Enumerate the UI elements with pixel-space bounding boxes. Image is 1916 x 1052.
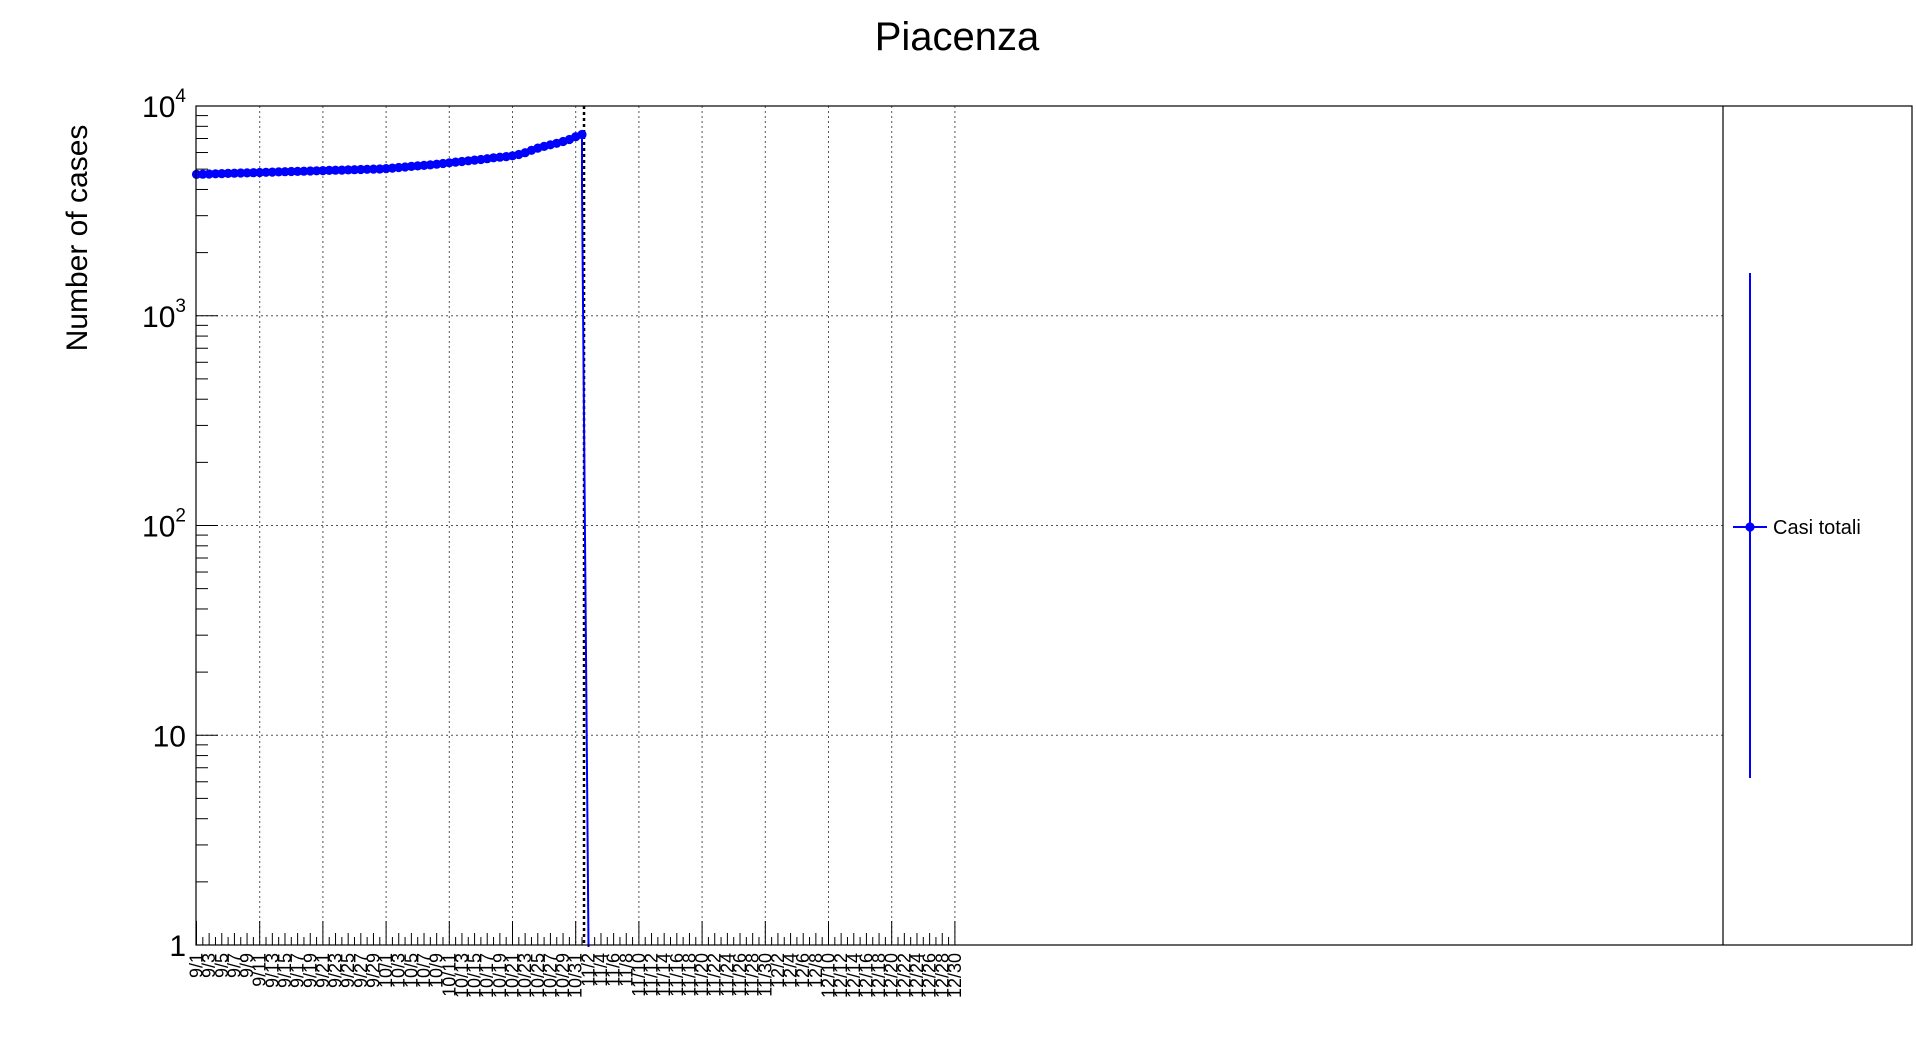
grid	[196, 106, 1723, 945]
x-tick-label: 9/25	[338, 953, 358, 988]
x-tick-label: 12/4	[781, 953, 801, 988]
x-tick-label: 9/27	[351, 953, 371, 988]
x-tick-label: 10/11	[439, 953, 459, 997]
x-tick-label: 9/13	[262, 953, 282, 988]
chart-title: Piacenza	[875, 15, 1040, 59]
x-axis-ticks: 9/19/39/59/79/99/119/139/159/179/199/219…	[187, 921, 965, 998]
x-tick-label: 11/8	[616, 953, 636, 987]
x-tick-label: 11/12	[642, 953, 662, 997]
y-tick-label: 102	[142, 506, 186, 544]
x-tick-label: 9/29	[363, 953, 383, 988]
x-tick-label: 10/7	[414, 953, 434, 988]
x-tick-label: 10/25	[528, 953, 548, 998]
data-point	[236, 168, 246, 178]
x-tick-label: 9/23	[326, 953, 346, 988]
y-tick-label: 103	[142, 296, 186, 334]
data-point	[204, 169, 214, 179]
data-point	[299, 166, 309, 176]
x-tick-label: 10/1	[376, 953, 396, 988]
x-tick-label: 10/15	[465, 953, 485, 998]
legend-label: Casi totali	[1773, 517, 1861, 539]
x-tick-label: 10/17	[477, 953, 497, 998]
x-tick-label: 12/16	[856, 953, 876, 998]
x-tick-label: 10/19	[490, 953, 510, 998]
x-tick-label: 10/5	[401, 953, 421, 988]
x-tick-label: 12/26	[920, 953, 940, 998]
data-point	[267, 167, 277, 177]
series-line	[196, 133, 590, 948]
x-tick-label: 11/6	[604, 953, 624, 987]
x-tick-label: 12/10	[819, 953, 839, 998]
x-tick-label: 9/7	[224, 953, 244, 978]
x-tick-label: 11/4	[591, 953, 611, 987]
x-tick-label: 11/22	[705, 953, 725, 997]
y-tick-label: 104	[142, 86, 186, 124]
x-tick-label: 11/28	[743, 953, 763, 997]
legend-marker	[1745, 522, 1755, 532]
x-tick-label: 12/28	[932, 953, 952, 998]
x-tick-label: 9/9	[237, 953, 257, 978]
x-tick-label: 12/20	[882, 953, 902, 998]
x-tick-label: 9/19	[300, 953, 320, 988]
x-tick-label: 10/27	[540, 953, 560, 998]
x-tick-label: 12/12	[831, 953, 851, 998]
x-tick-label: 10/29	[553, 953, 573, 998]
x-tick-label: 11/30	[755, 953, 775, 997]
y-tick-label: 1	[169, 930, 186, 963]
data-point	[362, 164, 372, 174]
y-axis-ticks: 1 10 102 103 104	[142, 86, 218, 963]
legend: Casi totali	[1733, 273, 1861, 778]
x-tick-label: 11/20	[692, 953, 712, 997]
series-casi-totali	[191, 129, 590, 948]
x-tick-label: 12/6	[793, 953, 813, 988]
x-tick-label: 9/3	[199, 953, 219, 978]
x-tick-label: 10/3	[389, 953, 409, 988]
x-tick-label: 9/1	[187, 953, 207, 978]
x-tick-label: 11/16	[667, 953, 687, 997]
x-tick-label: 12/22	[894, 953, 914, 998]
x-tick-label: 9/17	[288, 953, 308, 988]
y-minor-ticks	[196, 115, 208, 883]
x-tick-label: 11/24	[717, 953, 737, 997]
x-tick-label: 9/11	[250, 953, 270, 987]
x-tick-label: 10/21	[503, 953, 523, 998]
x-tick-label: 11/18	[679, 953, 699, 997]
x-tick-label: 12/30	[945, 953, 965, 998]
y-tick-label: 10	[153, 720, 186, 753]
x-tick-label: 11/14	[654, 953, 674, 997]
x-tick-label: 12/2	[768, 953, 788, 988]
x-tick-label: 10/9	[427, 953, 447, 988]
x-tick-label: 12/18	[869, 953, 889, 998]
x-tick-label: 12/24	[907, 953, 927, 998]
x-tick-label: 12/8	[806, 953, 826, 988]
x-tick-label: 11/10	[629, 953, 649, 997]
x-tick-label: 11/26	[730, 953, 750, 997]
data-point	[577, 129, 587, 140]
x-tick-label: 9/15	[275, 953, 295, 988]
x-tick-label: 9/21	[313, 953, 333, 988]
x-tick-label: 10/13	[452, 953, 472, 998]
y-axis-label: Number of cases	[61, 125, 94, 352]
x-tick-label: 10/23	[515, 953, 535, 998]
x-tick-label: 12/14	[844, 953, 864, 998]
x-tick-label: 10/31	[566, 953, 586, 998]
plot-frame	[195, 105, 1913, 946]
x-tick-label: 9/5	[212, 953, 232, 978]
x-tick-label: 11/2	[578, 953, 598, 987]
data-point	[330, 165, 341, 175]
